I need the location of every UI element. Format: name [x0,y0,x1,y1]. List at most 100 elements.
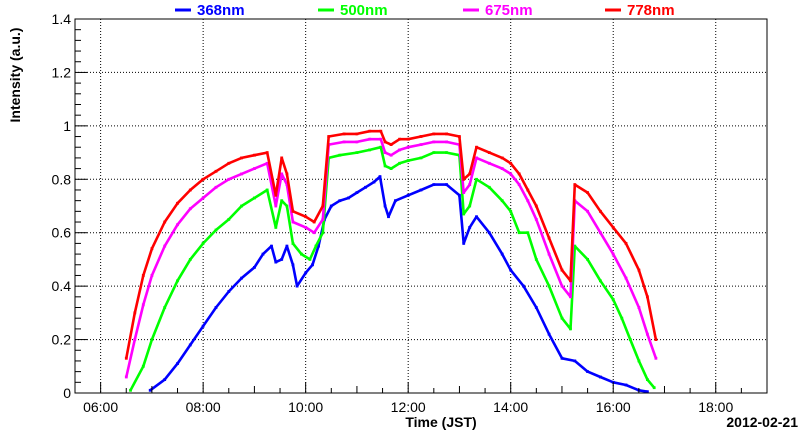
data-point [509,209,513,213]
data-point [201,177,205,181]
data-point [389,153,393,157]
x-tick-label: 18:00 [698,399,733,415]
data-point [547,252,551,256]
series-778nm [124,129,658,360]
data-point [150,247,154,251]
data-point [487,151,491,154]
data-point [406,137,410,141]
data-point [240,276,243,280]
data-point [586,209,589,213]
data-point [163,244,167,248]
data-point [394,199,397,203]
data-point [311,263,314,267]
data-point [398,161,401,165]
data-point [526,188,530,192]
data-point [280,258,284,261]
data-point [338,153,342,157]
data-point [500,167,504,170]
data-point [133,311,137,315]
data-point [141,274,145,277]
data-point [285,172,289,176]
data-point [163,220,167,224]
data-point [509,161,513,165]
data-point [646,390,649,394]
data-point [368,148,372,152]
legend: 368nm 500nm 675nm 778nm [175,2,675,19]
data-point [468,172,472,176]
data-point [387,215,390,219]
data-point [487,185,491,189]
data-point [468,204,472,208]
data-point [321,204,325,208]
data-point [274,193,278,197]
data-point [312,220,316,224]
data-point [462,177,466,181]
data-point [599,209,602,213]
ticks: 06:00 08:00 10:00 12:00 14:00 16:00 18:00 0 0.2 0… [52,11,768,415]
data-point [475,156,478,160]
data-point [188,343,192,347]
data-point [227,218,231,221]
data-point [462,191,466,194]
data-point [599,279,602,283]
x-tick-label: 14:00 [493,399,528,415]
data-point [285,244,289,248]
data-point [261,252,265,256]
data-point [338,199,342,203]
legend-label: 778nm [627,2,675,19]
legend-label: 675nm [485,2,533,19]
data-point [274,260,278,264]
data-point [291,263,295,267]
data-point [304,215,308,219]
data-point [534,306,538,309]
data-point [468,226,472,229]
data-point [253,266,256,269]
data-point [569,279,572,283]
data-point [227,290,231,293]
series-line [129,145,656,391]
data-point [517,231,521,235]
data-point [522,284,525,288]
data-point [419,188,423,192]
y-tick-label: 1.4 [52,11,72,27]
data-point [560,316,564,320]
data-point [188,258,192,261]
y-tick-label: 0.4 [52,278,72,294]
legend-label: 368nm [197,2,245,19]
x-tick-label: 08:00 [186,399,221,415]
data-point [253,196,256,200]
series-500nm [129,145,656,392]
data-point [509,268,513,272]
y-tick-label: 0.8 [52,171,72,187]
x-tick-label: 06:00 [83,399,118,415]
data-point [534,258,538,261]
data-point [150,274,154,277]
y-tick-label: 0.2 [52,332,72,348]
series-675nm [124,137,658,379]
data-point [253,153,256,157]
data-point [637,359,641,363]
data-point [432,140,436,144]
data-point [214,169,218,173]
data-point [312,231,316,235]
data-point [314,244,318,248]
data-point [560,284,564,288]
data-point [475,215,478,219]
data-point [487,161,491,165]
data-point [265,151,269,154]
data-point [599,375,602,379]
data-point [500,199,504,203]
data-point [321,218,325,221]
data-point [419,156,423,160]
data-point [468,183,472,186]
data-point [372,180,376,184]
data-point [379,129,383,133]
data-point [547,236,551,240]
data-point [569,327,572,331]
data-point [379,137,383,141]
data-point [652,386,656,390]
data-point [317,244,320,248]
y-tick-label: 0.6 [52,225,72,241]
data-point [379,145,383,149]
data-point [547,332,551,336]
